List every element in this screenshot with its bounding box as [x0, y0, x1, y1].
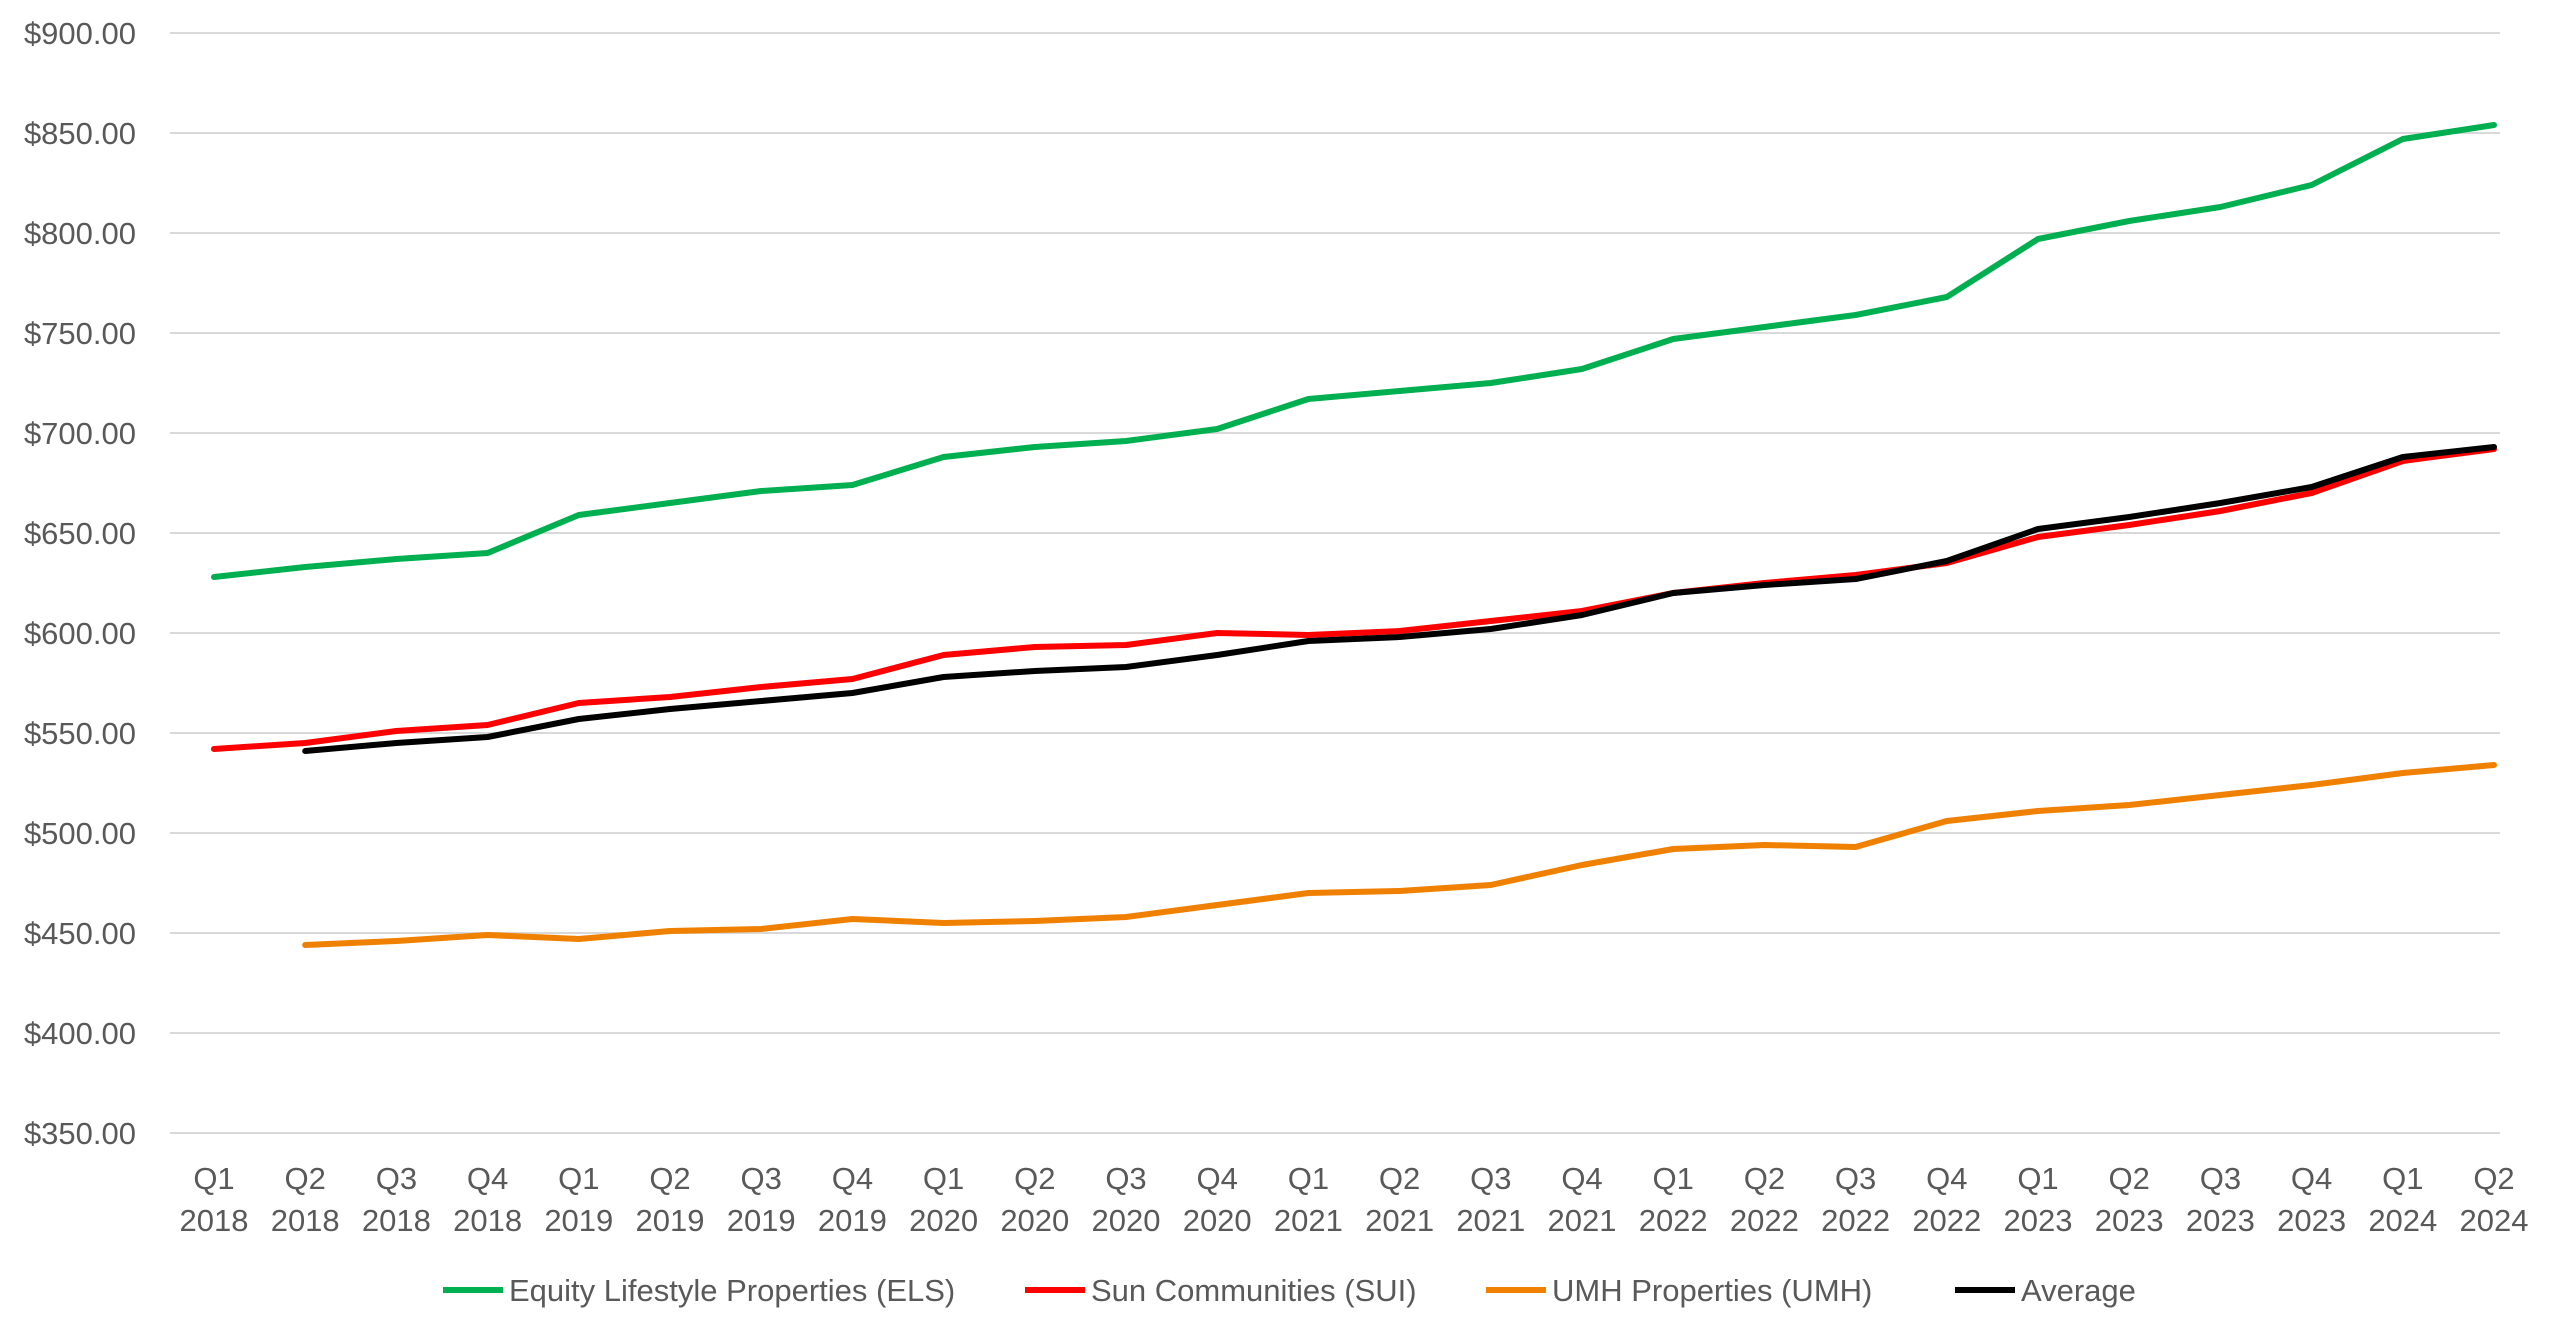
series-line-2	[302, 762, 2497, 948]
y-tick-label: $900.00	[24, 16, 136, 51]
y-tick-label: $800.00	[24, 216, 136, 251]
series-line-0	[211, 122, 2497, 580]
x-tick-label-year: 2024	[2368, 1203, 2437, 1238]
series-line-3	[302, 444, 2497, 754]
x-tick-label-quarter: Q4	[1926, 1161, 1967, 1196]
x-tick-label-quarter: Q2	[2473, 1161, 2514, 1196]
x-tick-label-quarter: Q2	[2109, 1161, 2150, 1196]
x-tick-label-quarter: Q1	[2382, 1161, 2423, 1196]
x-tick-label-year: 2020	[909, 1203, 978, 1238]
series-line-1	[211, 446, 2497, 752]
x-tick-label-year: 2019	[544, 1203, 613, 1238]
y-tick-label: $750.00	[24, 316, 136, 351]
x-tick-label-quarter: Q4	[1561, 1161, 1602, 1196]
legend-label-1: Sun Communities (SUI)	[1091, 1273, 1417, 1308]
x-tick-label-quarter: Q3	[376, 1161, 417, 1196]
x-tick-label-quarter: Q4	[2291, 1161, 2332, 1196]
x-tick-label-year: 2019	[636, 1203, 705, 1238]
x-tick-label-year: 2022	[1730, 1203, 1799, 1238]
x-tick-label-quarter: Q2	[1744, 1161, 1785, 1196]
x-tick-label-quarter: Q3	[741, 1161, 782, 1196]
y-tick-label: $600.00	[24, 616, 136, 651]
x-tick-label-year: 2021	[1365, 1203, 1434, 1238]
x-tick-label-year: 2019	[818, 1203, 887, 1238]
y-tick-label: $400.00	[24, 1016, 136, 1051]
x-tick-label-quarter: Q1	[558, 1161, 599, 1196]
x-tick-label-quarter: Q3	[1105, 1161, 1146, 1196]
y-tick-label: $450.00	[24, 916, 136, 951]
x-tick-label-year: 2020	[1183, 1203, 1252, 1238]
x-tick-label-quarter: Q3	[1835, 1161, 1876, 1196]
legend-label-3: Average	[2021, 1273, 2136, 1308]
x-tick-label-quarter: Q1	[1653, 1161, 1694, 1196]
series-lines	[211, 122, 2497, 948]
x-tick-label-quarter: Q2	[649, 1161, 690, 1196]
y-tick-label: $550.00	[24, 716, 136, 751]
y-axis-tick-labels: $350.00 $400.00 $450.00 $500.00 $550.00 $600.…	[24, 16, 136, 1151]
x-tick-label-year: 2018	[362, 1203, 431, 1238]
x-tick-label-year: 2023	[2277, 1203, 2346, 1238]
x-tick-label-quarter: Q1	[2017, 1161, 2058, 1196]
x-tick-label-quarter: Q1	[923, 1161, 964, 1196]
y-tick-label: $700.00	[24, 416, 136, 451]
x-tick-label-year: 2022	[1639, 1203, 1708, 1238]
x-tick-label-year: 2023	[2004, 1203, 2073, 1238]
x-tick-label-year: 2019	[727, 1203, 796, 1238]
x-tick-label-year: 2022	[1912, 1203, 1981, 1238]
x-tick-label-year: 2023	[2095, 1203, 2164, 1238]
x-tick-label-quarter: Q4	[1197, 1161, 1238, 1196]
x-tick-label-year: 2020	[1000, 1203, 1069, 1238]
legend-label-2: UMH Properties (UMH)	[1552, 1273, 1872, 1308]
x-tick-label-quarter: Q4	[467, 1161, 508, 1196]
x-tick-label-year: 2023	[2186, 1203, 2255, 1238]
x-tick-label-year: 2021	[1456, 1203, 1525, 1238]
y-tick-label: $850.00	[24, 116, 136, 151]
x-tick-label-quarter: Q1	[193, 1161, 234, 1196]
legend: Equity Lifestyle Properties (ELS) Sun Com…	[443, 1273, 2136, 1308]
y-tick-label: $500.00	[24, 816, 136, 851]
y-tick-label: $350.00	[24, 1116, 136, 1151]
legend-label-0: Equity Lifestyle Properties (ELS)	[509, 1273, 955, 1308]
x-tick-label-quarter: Q2	[1379, 1161, 1420, 1196]
x-tick-label-year: 2024	[2460, 1203, 2529, 1238]
x-tick-label-year: 2020	[1092, 1203, 1161, 1238]
x-axis-tick-labels: Q1 2018 Q2 2018 Q3 2018 Q4 2018 Q1 2019 Q2 2019 Q3 20…	[180, 1161, 2529, 1238]
gridlines	[170, 32, 2500, 1134]
x-tick-label-quarter: Q1	[1288, 1161, 1329, 1196]
y-tick-label: $650.00	[24, 516, 136, 551]
x-tick-label-year: 2018	[271, 1203, 340, 1238]
x-tick-label-year: 2018	[453, 1203, 522, 1238]
x-tick-label-quarter: Q3	[2200, 1161, 2241, 1196]
x-tick-label-year: 2021	[1548, 1203, 1617, 1238]
x-tick-label-year: 2021	[1274, 1203, 1343, 1238]
x-tick-label-year: 2018	[180, 1203, 249, 1238]
x-tick-label-quarter: Q4	[832, 1161, 873, 1196]
x-tick-label-quarter: Q3	[1470, 1161, 1511, 1196]
x-tick-label-year: 2022	[1821, 1203, 1890, 1238]
x-tick-label-quarter: Q2	[285, 1161, 326, 1196]
x-tick-label-quarter: Q2	[1014, 1161, 1055, 1196]
